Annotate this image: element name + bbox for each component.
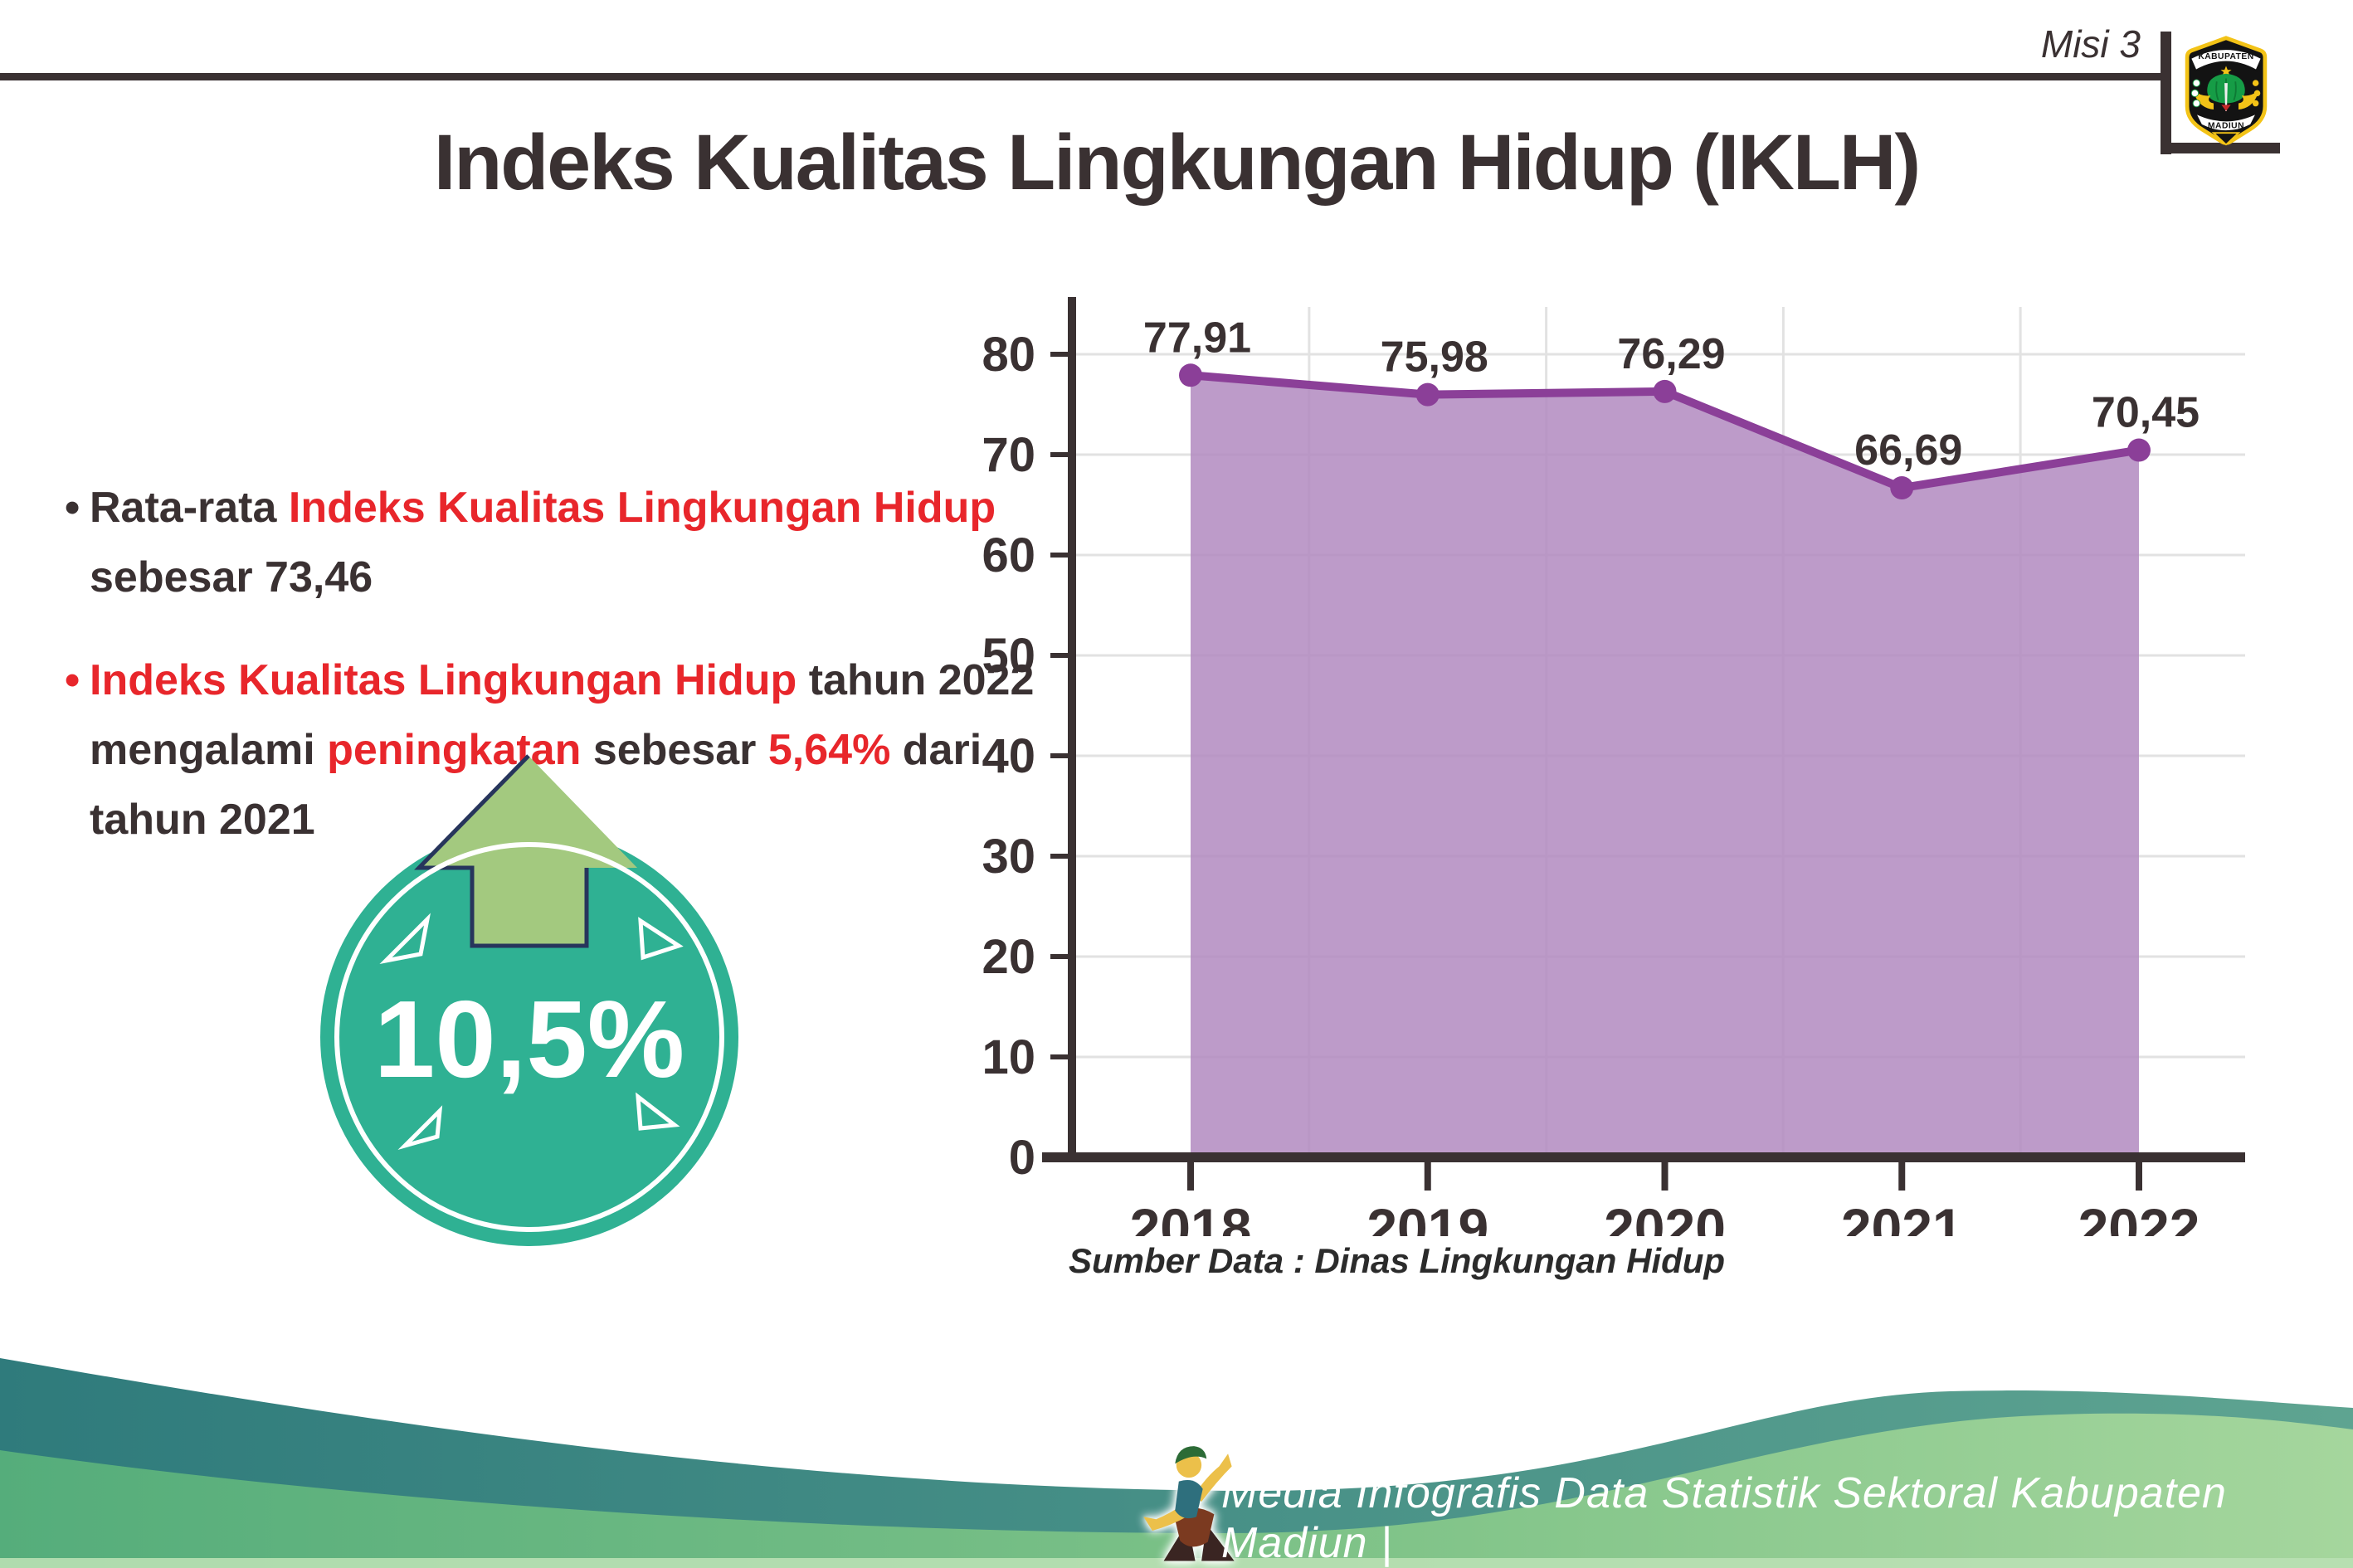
bullet-item-1: • Rata-rata Indeks Kualitas Lingkungan H… bbox=[65, 473, 1110, 612]
svg-text:80: 80 bbox=[982, 328, 1035, 382]
logo-corner-frame-vertical bbox=[2161, 32, 2171, 154]
svg-text:20: 20 bbox=[982, 930, 1035, 984]
svg-text:2022: 2022 bbox=[2078, 1197, 2200, 1236]
logo-wing-left bbox=[2193, 90, 2214, 110]
logo-banner-top bbox=[2189, 47, 2263, 72]
logo-banner-bottom bbox=[2192, 110, 2260, 133]
logo-cotton-3 bbox=[2192, 99, 2201, 108]
header-divider bbox=[0, 73, 2161, 80]
bullet-item-2: • Indeks Kualitas Lingkungan Hidup tahun… bbox=[65, 645, 1110, 855]
svg-text:40: 40 bbox=[982, 729, 1035, 783]
logo-wheat-2 bbox=[2253, 90, 2261, 97]
mascot-hat bbox=[1175, 1446, 1207, 1464]
svg-text:10: 10 bbox=[982, 1030, 1035, 1084]
svg-text:70,45: 70,45 bbox=[2092, 389, 2200, 437]
svg-text:0: 0 bbox=[1009, 1131, 1035, 1185]
logo-wheat-1 bbox=[2252, 80, 2259, 86]
logo-corner-frame-horizontal bbox=[2161, 143, 2280, 153]
insights-panel: • Rata-rata Indeks Kualitas Lingkungan H… bbox=[65, 473, 1110, 855]
logo-tail bbox=[2211, 132, 2241, 146]
svg-text:60: 60 bbox=[982, 528, 1035, 582]
svg-text:2018: 2018 bbox=[1130, 1197, 1252, 1236]
mascot-sash bbox=[1175, 1479, 1203, 1519]
bullet-marker: • bbox=[65, 656, 80, 704]
bullet-1-text: Rata-rata Indeks Kualitas Lingkungan Hid… bbox=[90, 484, 996, 601]
svg-text:30: 30 bbox=[982, 830, 1035, 884]
logo-wheat-3 bbox=[2252, 100, 2259, 107]
logo-banner-top-text: KABUPATEN bbox=[2198, 52, 2253, 61]
logo-kris bbox=[2224, 83, 2228, 111]
misi-label: Misi 3 bbox=[2040, 22, 2141, 66]
svg-text:75,98: 75,98 bbox=[1381, 334, 1488, 382]
mascot-raised-arm bbox=[1194, 1454, 1232, 1502]
iklh-chart: 77,91 75,98 76,29 66,69 70,45 0 10 20 30 40 50 60 70… bbox=[982, 297, 2245, 1236]
svg-text:66,69: 66,69 bbox=[1854, 426, 1962, 475]
svg-text:77,91: 77,91 bbox=[1143, 314, 1251, 362]
bullet-marker: • bbox=[65, 484, 80, 532]
growth-badge: 10,5% bbox=[320, 754, 738, 1246]
chart-source-note: Sumber Data : Dinas Lingkungan Hidup bbox=[1069, 1241, 1726, 1280]
svg-text:2021: 2021 bbox=[1841, 1197, 1963, 1236]
logo-banner-bottom-text: MADIUN bbox=[2208, 122, 2244, 131]
svg-text:76,29: 76,29 bbox=[1617, 330, 1725, 378]
logo-wing-right bbox=[2239, 90, 2259, 110]
svg-text:70: 70 bbox=[982, 428, 1035, 482]
footer-waves bbox=[0, 1358, 2353, 1568]
wave-bottom-strip bbox=[0, 1558, 2353, 1568]
svg-text:2019: 2019 bbox=[1366, 1197, 1488, 1236]
svg-text:2020: 2020 bbox=[1604, 1197, 1726, 1236]
dancer-mascot-icon bbox=[1143, 1446, 1235, 1561]
page-title: Indeks Kualitas Lingkungan Hidup (IKLH) bbox=[433, 119, 1921, 207]
logo-red-chevron bbox=[2221, 105, 2231, 111]
kabupaten-madiun-logo: KABUPATEN MADIUN bbox=[2185, 36, 2268, 146]
bullet-2-text: Indeks Kualitas Lingkungan Hidup tahun 2… bbox=[90, 656, 1035, 844]
logo-cotton-2 bbox=[2190, 89, 2200, 98]
logo-star-icon bbox=[2220, 66, 2232, 76]
footer-caption: Media Infografis Data Statistik Sektoral… bbox=[1221, 1469, 2227, 1567]
sparkle-triangle-sw bbox=[397, 1105, 443, 1151]
up-arrow-outline bbox=[414, 754, 589, 948]
sparkle-triangle-ne bbox=[638, 917, 684, 961]
badge-value: 10,5% bbox=[374, 978, 684, 1100]
sparkle-triangle-nw bbox=[379, 913, 431, 964]
sparkle-triangle-se bbox=[636, 1092, 680, 1131]
svg-text:50: 50 bbox=[982, 629, 1035, 683]
logo-cotton-1 bbox=[2192, 79, 2201, 87]
badge-inner-ring bbox=[334, 842, 724, 1232]
wave-green bbox=[0, 1413, 2353, 1568]
